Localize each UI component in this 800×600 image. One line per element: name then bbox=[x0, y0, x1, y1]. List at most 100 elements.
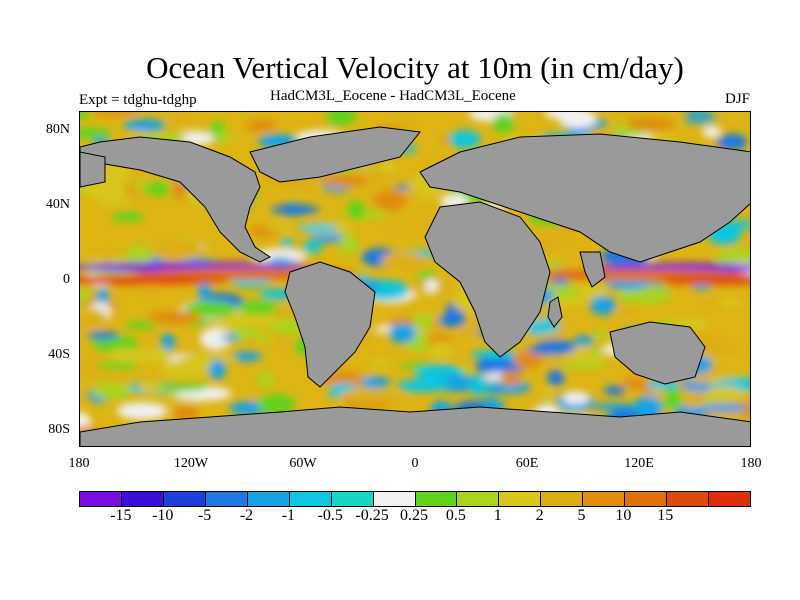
colorbar-swatch bbox=[499, 492, 542, 506]
x-tick-label: 60W bbox=[289, 456, 317, 471]
x-tick-label: 60E bbox=[515, 456, 539, 471]
landmass bbox=[424, 201, 551, 358]
velocity-patch bbox=[684, 112, 714, 116]
velocity-patch bbox=[479, 380, 532, 395]
velocity-patch bbox=[702, 125, 722, 138]
model-subtitle: HadCM3L_Eocene - HadCM3L_Eocene bbox=[270, 88, 516, 104]
colorbar-label: 0.5 bbox=[445, 507, 466, 524]
x-tick-label: 120E bbox=[624, 456, 654, 471]
landmass bbox=[80, 136, 271, 263]
velocity-patch bbox=[684, 116, 718, 124]
velocity-patch bbox=[588, 347, 603, 358]
velocity-patch bbox=[246, 119, 277, 132]
landmass bbox=[80, 406, 750, 446]
colorbar-swatch bbox=[205, 492, 248, 506]
colorbar-label: 15 bbox=[657, 507, 674, 524]
season-label: DJF bbox=[724, 91, 750, 107]
velocity-patch bbox=[589, 295, 617, 315]
map-panel bbox=[79, 111, 751, 447]
colorbar-swatch bbox=[247, 492, 290, 506]
velocity-patch bbox=[574, 335, 595, 346]
velocity-patch bbox=[92, 335, 139, 353]
velocity-patch bbox=[424, 279, 439, 292]
colorbar-swatch bbox=[541, 492, 584, 506]
velocity-patch bbox=[660, 275, 750, 285]
colorbar-swatch bbox=[415, 492, 458, 506]
velocity-patch bbox=[347, 200, 366, 220]
velocity-patch bbox=[123, 118, 166, 132]
experiment-label: Expt = tdghu-tdghp bbox=[79, 92, 197, 108]
colorbar-swatch bbox=[667, 492, 710, 506]
velocity-patch bbox=[96, 198, 133, 207]
velocity-patch bbox=[719, 297, 743, 307]
y-tick-label: 40N bbox=[45, 197, 70, 212]
colorbar-label: -1 bbox=[281, 507, 296, 524]
velocity-patch bbox=[542, 390, 556, 399]
velocity-patch bbox=[100, 250, 113, 263]
x-tick-label: 180 bbox=[68, 456, 90, 471]
colorbar-swatch bbox=[583, 492, 626, 506]
colorbar-label: 10 bbox=[615, 507, 632, 524]
velocity-patch bbox=[257, 393, 296, 415]
velocity-patch bbox=[372, 189, 408, 211]
velocity-patch bbox=[253, 248, 307, 264]
velocity-patch bbox=[91, 382, 132, 400]
velocity-patch bbox=[338, 389, 392, 405]
ocean-velocity-field bbox=[80, 112, 750, 446]
velocity-patch bbox=[80, 112, 91, 119]
velocity-patch bbox=[258, 335, 271, 344]
colorbar-swatch bbox=[331, 492, 374, 506]
velocity-patch bbox=[276, 333, 293, 350]
colorbar-label: -5 bbox=[197, 507, 212, 524]
colorbar-swatch bbox=[373, 492, 416, 506]
x-tick-label: 180 bbox=[740, 456, 762, 471]
velocity-patch bbox=[558, 112, 597, 129]
velocity-patch bbox=[679, 390, 707, 408]
velocity-patch bbox=[80, 275, 230, 285]
colorbar-swatch bbox=[163, 492, 206, 506]
colorbar-label: 1 bbox=[493, 507, 502, 524]
velocity-patch bbox=[625, 117, 676, 131]
velocity-patch bbox=[547, 369, 565, 386]
velocity-patch bbox=[700, 403, 750, 412]
velocity-patch bbox=[492, 113, 514, 135]
velocity-patch bbox=[616, 305, 635, 317]
velocity-patch bbox=[338, 234, 359, 255]
velocity-patch bbox=[116, 402, 168, 420]
velocity-patch bbox=[512, 350, 543, 369]
colorbar-swatch bbox=[709, 492, 750, 506]
velocity-patch bbox=[301, 242, 323, 254]
velocity-patch bbox=[608, 112, 639, 117]
velocity-patch bbox=[82, 179, 128, 200]
colorbar-swatch bbox=[80, 492, 122, 506]
y-tick-label: 0 bbox=[63, 272, 70, 287]
landmass bbox=[249, 126, 421, 183]
velocity-patch bbox=[413, 312, 433, 332]
colorbar-swatch bbox=[121, 492, 164, 506]
velocity-patch bbox=[389, 322, 417, 344]
x-tick-label: 120W bbox=[173, 456, 209, 471]
velocity-patch bbox=[383, 227, 418, 234]
velocity-patch bbox=[95, 361, 139, 370]
velocity-patch bbox=[457, 325, 478, 339]
velocity-patch bbox=[448, 130, 481, 149]
velocity-patch bbox=[80, 312, 109, 330]
velocity-patch bbox=[80, 127, 112, 139]
velocity-patch bbox=[428, 341, 454, 358]
colorbar-label: -0.5 bbox=[317, 507, 343, 524]
map-title: Ocean Vertical Velocity at 10m (in cm/da… bbox=[146, 50, 684, 85]
y-tick-label: 40S bbox=[48, 347, 70, 362]
velocity-patch bbox=[257, 370, 275, 389]
velocity-patch bbox=[237, 300, 279, 315]
landmass bbox=[547, 296, 563, 328]
velocity-patch bbox=[387, 117, 418, 132]
velocity-patch bbox=[621, 377, 651, 390]
velocity-patch bbox=[208, 359, 226, 380]
velocity-patch bbox=[271, 204, 320, 215]
velocity-patch bbox=[111, 212, 144, 222]
velocity-patch bbox=[199, 327, 232, 350]
colorbar-swatch bbox=[457, 492, 500, 506]
colorbar bbox=[79, 491, 751, 507]
velocity-patch bbox=[360, 376, 390, 389]
landmass bbox=[80, 151, 106, 188]
